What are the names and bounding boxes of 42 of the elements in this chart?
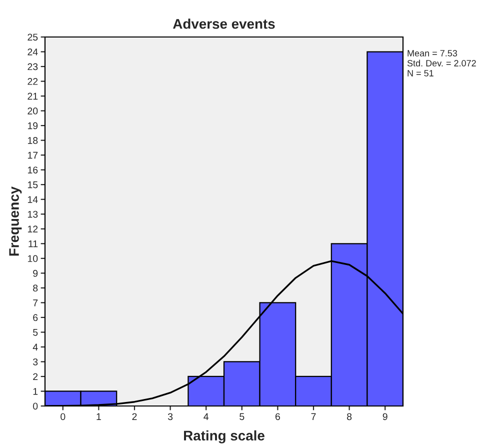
y-tick-label: 4 bbox=[32, 344, 38, 350]
x-tick-label: 5 bbox=[240, 413, 244, 420]
y-tick-label: 23 bbox=[28, 63, 38, 70]
y-tick-label: 11 bbox=[28, 240, 38, 248]
x-tick-label: 3 bbox=[168, 413, 173, 420]
x-tick-label: 6 bbox=[275, 413, 280, 420]
y-tick-label: 9 bbox=[33, 270, 38, 277]
y-tick-label: 0 bbox=[33, 402, 38, 410]
y-axis-title: Frequency bbox=[9, 186, 22, 256]
y-tick-label: 13 bbox=[28, 210, 38, 218]
x-tick-label: 2 bbox=[132, 413, 137, 420]
y-tick-label: 20 bbox=[28, 108, 38, 114]
text: Std. Dev. = 2.072 bbox=[407, 60, 476, 66]
y-tick-label: 19 bbox=[28, 122, 38, 130]
y-tick-label: 24 bbox=[28, 48, 38, 56]
y-tick-label: 2 bbox=[33, 373, 38, 380]
x-tick-label: 1 bbox=[96, 413, 101, 420]
x-tick-label: 8 bbox=[347, 413, 352, 420]
x-tick-label: 4 bbox=[204, 413, 209, 420]
y-tick-label: 12 bbox=[28, 226, 38, 232]
y-tick-label: 17 bbox=[28, 152, 38, 159]
x-tick-label: 7 bbox=[311, 413, 316, 420]
y-tick-label: 16 bbox=[28, 166, 38, 174]
y-tick-label: 7 bbox=[33, 300, 38, 306]
y-tick-label: 8 bbox=[33, 284, 38, 292]
y-tick-label: 1 bbox=[33, 388, 38, 395]
x-axis-title: Rating scale bbox=[184, 430, 264, 444]
y-tick-label: 6 bbox=[33, 314, 38, 322]
x-tick-label: 9 bbox=[382, 413, 388, 420]
x-tick-label: 0 bbox=[60, 413, 66, 420]
y-tick-label: 15 bbox=[28, 181, 38, 188]
text: Mean = 7.53 bbox=[408, 50, 458, 56]
y-tick-label: 22 bbox=[28, 78, 38, 85]
y-tick-label: 14 bbox=[28, 196, 38, 203]
chart-title: Adverse events bbox=[173, 18, 275, 29]
y-tick-label: 10 bbox=[28, 255, 38, 262]
y-tick-label: 5 bbox=[33, 329, 38, 336]
text: N = 51 bbox=[408, 70, 434, 76]
y-tick-label: 18 bbox=[28, 137, 38, 144]
y-tick-label: 21 bbox=[28, 92, 38, 100]
y-tick-label: 3 bbox=[33, 358, 38, 366]
y-tick-label: 25 bbox=[28, 34, 38, 41]
